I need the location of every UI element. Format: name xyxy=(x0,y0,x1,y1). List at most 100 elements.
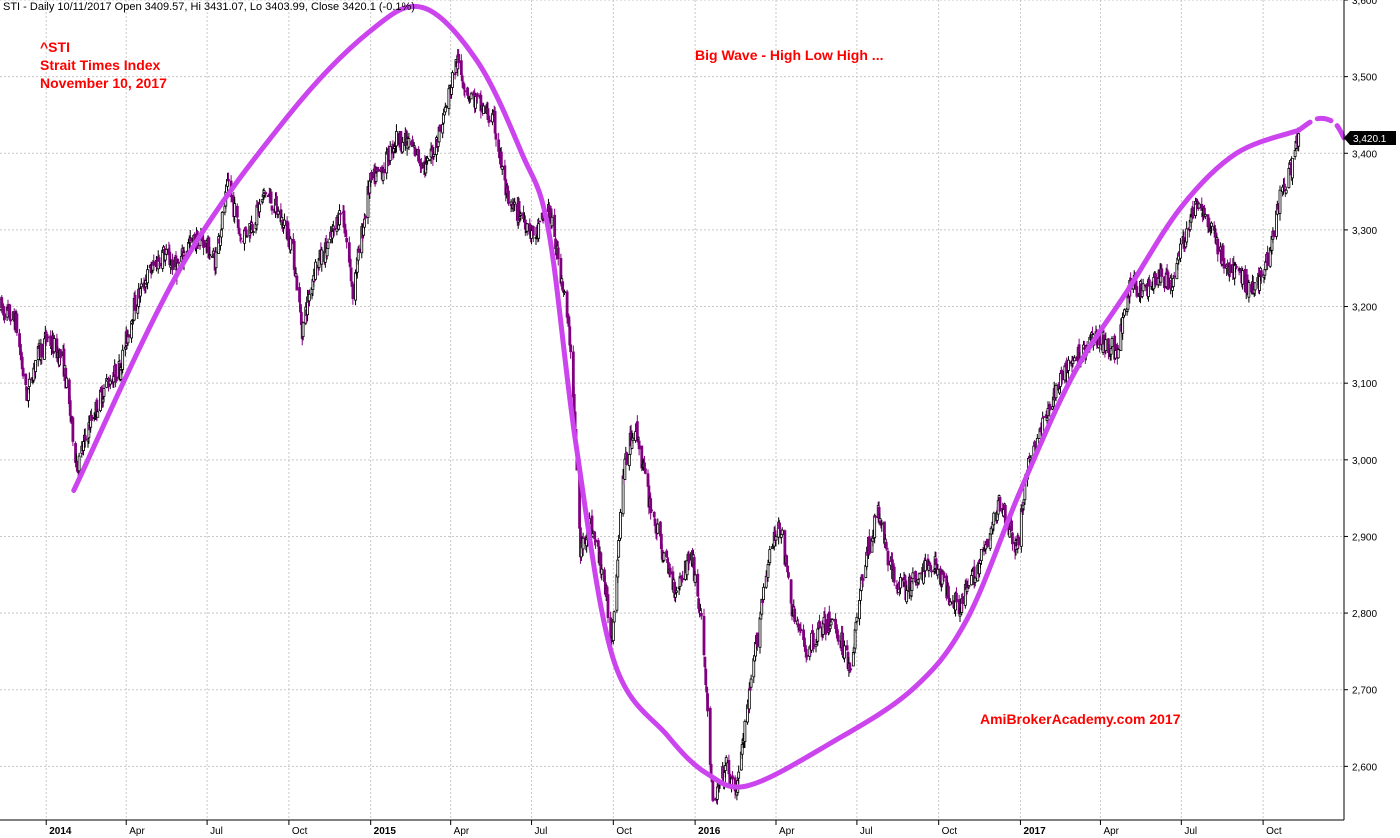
candle-body xyxy=(625,452,629,465)
candle-body xyxy=(24,373,28,385)
candle-body xyxy=(1042,416,1045,418)
candle-body xyxy=(345,238,349,243)
candle-body xyxy=(635,421,639,442)
candle-body xyxy=(21,367,25,377)
candle-body xyxy=(627,454,631,467)
candle-body xyxy=(619,512,622,539)
candle-body xyxy=(796,623,800,628)
candle-body xyxy=(444,105,448,108)
candle-body xyxy=(519,213,523,216)
candle-body xyxy=(466,87,469,96)
candle-body xyxy=(460,75,464,82)
candle-body xyxy=(553,214,557,237)
candle-body xyxy=(1010,520,1013,531)
candle-body xyxy=(208,254,212,257)
candle-body xyxy=(723,765,727,771)
candle-body xyxy=(1293,150,1297,157)
candle-body xyxy=(413,147,417,156)
candle-body xyxy=(917,573,921,580)
candle-body xyxy=(783,530,787,565)
candle-body xyxy=(348,258,352,268)
candle-body xyxy=(1054,384,1058,399)
candle-body xyxy=(62,348,66,377)
candle-body xyxy=(68,400,72,416)
candle-body xyxy=(537,223,541,239)
candle-body xyxy=(44,331,48,341)
candle-body xyxy=(972,566,976,585)
candle-body xyxy=(320,249,324,265)
candle-body xyxy=(659,533,663,550)
x-tick-label: Apr xyxy=(454,826,470,837)
candle-body xyxy=(376,166,380,172)
candle-body xyxy=(603,569,606,582)
candle-body xyxy=(301,322,305,338)
candle-body xyxy=(275,195,278,206)
x-tick-label: 2016 xyxy=(698,826,721,837)
candle-body xyxy=(469,93,473,100)
candle-body xyxy=(766,564,770,578)
candle-body xyxy=(818,621,821,629)
candle-body xyxy=(650,509,653,512)
candle-body xyxy=(1191,207,1195,219)
candle-body xyxy=(805,654,809,657)
candle-body xyxy=(438,124,442,132)
candle-body xyxy=(880,522,884,525)
candle-body xyxy=(40,343,44,358)
candle-body xyxy=(600,568,604,575)
candle-body xyxy=(653,518,657,527)
candle-body xyxy=(459,60,463,75)
candle-body xyxy=(418,158,421,164)
candle-body xyxy=(957,599,961,614)
candle-body xyxy=(581,537,585,550)
candle-body xyxy=(1197,203,1201,209)
candle-body xyxy=(643,468,647,474)
candle-body xyxy=(867,536,871,555)
y-tick-label: 3,000 xyxy=(1352,456,1377,467)
candle-body xyxy=(8,304,12,320)
candle-body xyxy=(463,90,467,93)
candle-body xyxy=(855,616,859,622)
candle-body xyxy=(1222,257,1226,269)
candle-body xyxy=(189,237,193,242)
candle-body xyxy=(283,219,286,226)
plot-background xyxy=(0,0,1344,820)
candle-body xyxy=(407,138,411,148)
candle-body xyxy=(475,93,479,97)
candle-body xyxy=(712,798,716,801)
candle-body xyxy=(401,141,405,153)
candle-body xyxy=(662,552,666,561)
chart-header: STI - Daily 10/11/2017 Open 3409.57, Hi … xyxy=(3,1,415,13)
candle-body xyxy=(374,172,378,182)
candle-body xyxy=(899,577,902,589)
candle-body xyxy=(1135,286,1139,297)
candle-body xyxy=(276,210,280,215)
candle-body xyxy=(631,437,635,441)
candle-body xyxy=(915,583,919,586)
candle-body xyxy=(829,621,833,626)
candle-body xyxy=(1017,536,1021,546)
y-tick-label: 3,500 xyxy=(1352,73,1377,84)
candle-body xyxy=(447,88,451,109)
y-axis: 2,600 2,700 2,800 2,900 3,000 3,100 3,200 3,300… xyxy=(1344,0,1377,773)
wave-title-label: Big Wave - High Low High ... xyxy=(695,47,884,63)
candle-body xyxy=(874,515,877,518)
candle-body xyxy=(843,645,846,659)
candle-body xyxy=(168,251,172,266)
candle-body xyxy=(1228,264,1232,274)
candle-body xyxy=(823,614,827,617)
candle-body xyxy=(861,578,865,581)
candle-body xyxy=(1241,270,1245,285)
candle-body xyxy=(986,538,989,547)
candle-body xyxy=(778,522,781,530)
candle-body xyxy=(1119,324,1123,351)
candle-body xyxy=(886,550,890,566)
candle-body xyxy=(1203,214,1207,217)
candle-body xyxy=(828,625,832,629)
candle-body xyxy=(538,220,541,223)
candle-body xyxy=(102,388,106,397)
candle-body xyxy=(264,192,268,195)
candle-body xyxy=(146,269,149,284)
candle-body xyxy=(83,435,87,441)
candle-body xyxy=(531,226,535,236)
